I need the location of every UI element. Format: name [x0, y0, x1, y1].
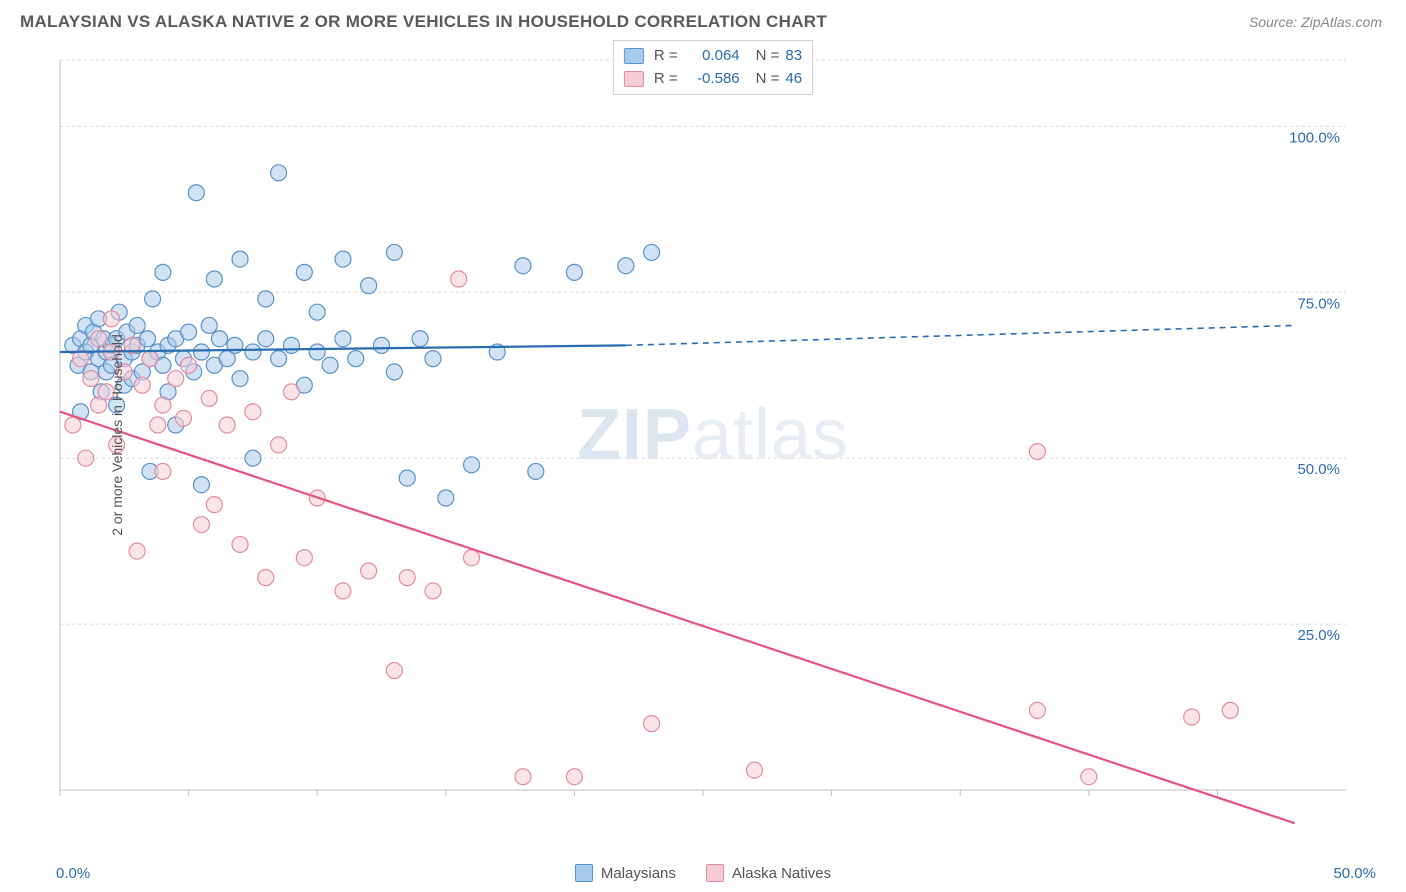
- x-axis-start-label: 0.0%: [56, 865, 90, 882]
- n-label: N =: [756, 68, 780, 91]
- n-value-malaysians: 83: [785, 45, 802, 68]
- legend-item-alaska: Alaska Natives: [706, 864, 831, 882]
- legend-label-alaska: Alaska Natives: [732, 865, 831, 882]
- correlation-legend: R = 0.064 N = 83 R = -0.586 N = 46: [613, 40, 813, 95]
- x-axis-end-label: 50.0%: [1333, 865, 1376, 882]
- swatch-malaysians: [624, 48, 644, 64]
- y-axis-title: 2 or more Vehicles in Household: [109, 334, 125, 536]
- r-label: R =: [654, 68, 678, 91]
- svg-text:100.0%: 100.0%: [1289, 129, 1340, 146]
- header: MALAYSIAN VS ALASKA NATIVE 2 OR MORE VEH…: [0, 0, 1406, 40]
- swatch-alaska-bottom: [706, 864, 724, 882]
- x-axis-bar: 0.0% Malaysians Alaska Natives 50.0%: [0, 864, 1406, 882]
- legend-item-malaysians: Malaysians: [575, 864, 676, 882]
- chart-title: MALAYSIAN VS ALASKA NATIVE 2 OR MORE VEH…: [20, 12, 827, 32]
- n-value-alaska: 46: [785, 68, 802, 91]
- r-label: R =: [654, 45, 678, 68]
- scatter-chart: 25.0% 50.0% 75.0% 100.0%: [50, 40, 1376, 830]
- legend-label-malaysians: Malaysians: [601, 865, 676, 882]
- swatch-malaysians-bottom: [575, 864, 593, 882]
- svg-text:50.0%: 50.0%: [1297, 461, 1340, 478]
- plot-area: 2 or more Vehicles in Household R = 0.06…: [50, 40, 1376, 830]
- n-label: N =: [756, 45, 780, 68]
- r-value-alaska: -0.586: [684, 68, 740, 91]
- legend-row-alaska: R = -0.586 N = 46: [624, 68, 802, 91]
- legend-row-malaysians: R = 0.064 N = 83: [624, 45, 802, 68]
- swatch-alaska: [624, 71, 644, 87]
- svg-text:25.0%: 25.0%: [1297, 627, 1340, 644]
- source-label: Source: ZipAtlas.com: [1249, 14, 1382, 30]
- r-value-malaysians: 0.064: [684, 45, 740, 68]
- legend-bottom: Malaysians Alaska Natives: [575, 864, 831, 882]
- svg-text:75.0%: 75.0%: [1297, 295, 1340, 312]
